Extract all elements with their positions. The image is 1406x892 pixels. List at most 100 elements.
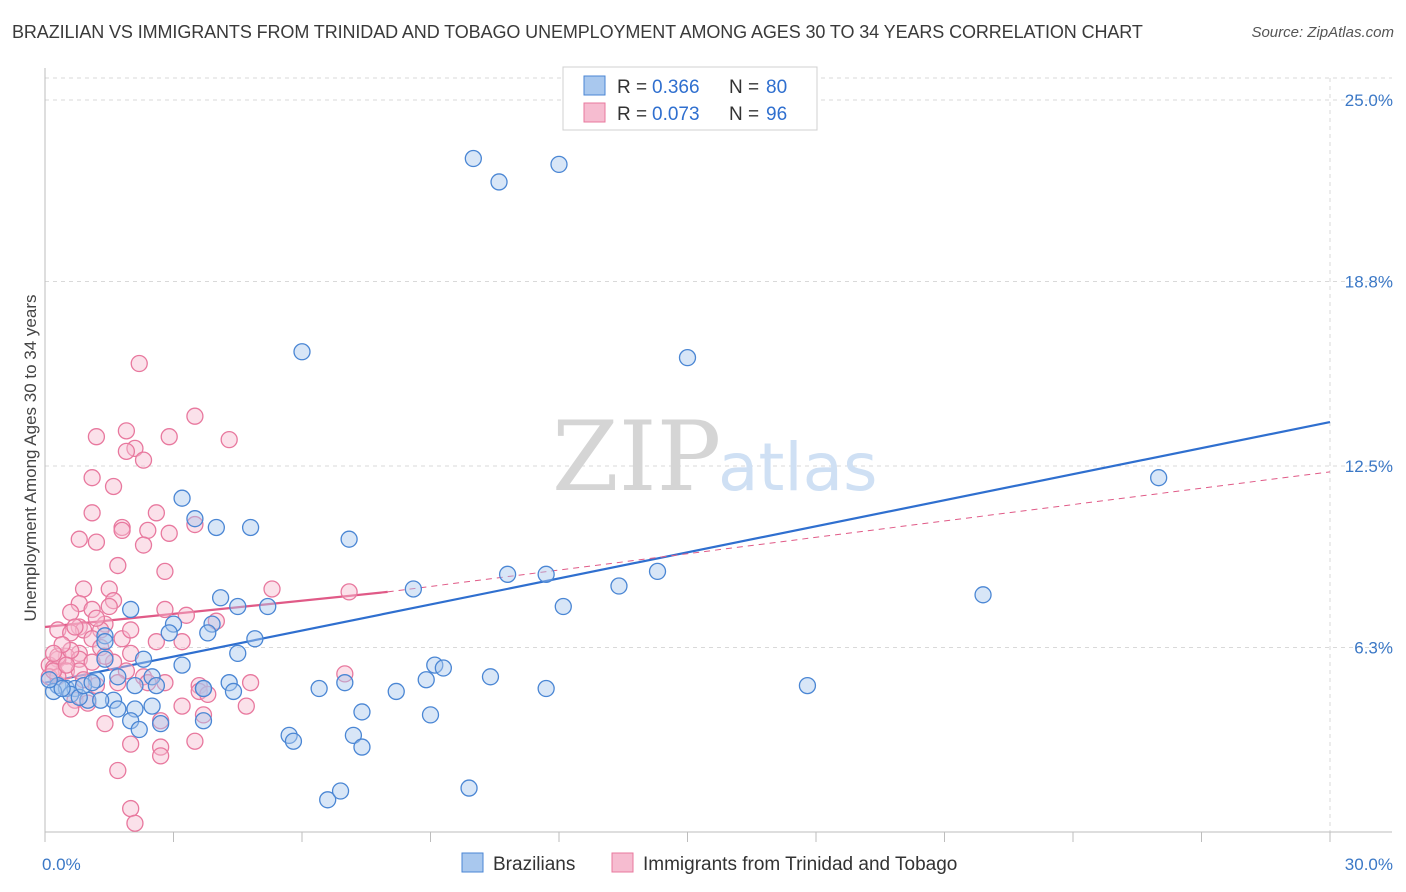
stats-legend-n-label: N = — [729, 104, 759, 125]
stats-legend-n-value: 96 — [766, 104, 787, 125]
trinidad-point — [134, 536, 153, 554]
trinidad-point — [147, 504, 166, 522]
watermark-zip: ZIP — [552, 401, 721, 513]
trinidad-point — [87, 533, 106, 551]
trinidad-point — [122, 621, 140, 639]
brazilians-point — [319, 791, 337, 809]
watermark-atlas: atlas — [718, 429, 878, 506]
trinidad-point — [147, 633, 166, 651]
trinidad-point — [70, 530, 88, 548]
brazilians-point — [96, 633, 114, 651]
brazilians-point — [293, 343, 311, 361]
trinidad-point — [134, 451, 153, 469]
trinidad-point — [109, 674, 127, 692]
brazilians-point — [122, 600, 140, 619]
stats-legend: R = 0.366 N = 80 R = 0.073 N = 96 — [562, 66, 818, 131]
brazilians-point — [229, 597, 247, 616]
brazilians-point — [104, 691, 123, 709]
y-tick-label: 12.5% — [1345, 457, 1393, 476]
y-tick-label: 25.0% — [1345, 91, 1393, 110]
trinidad-point — [177, 606, 196, 624]
brazilians-point — [151, 715, 170, 733]
brazilians-point — [550, 155, 568, 174]
source-label: Source: ZipAtlas.com — [1251, 24, 1394, 41]
brazilians-point — [648, 562, 667, 581]
brazilians-point — [160, 624, 178, 642]
trinidad-point — [104, 477, 123, 496]
brazilians-point — [109, 700, 127, 718]
trinidad-point — [220, 430, 238, 449]
trinidad-point — [100, 597, 118, 616]
trinidad-point — [83, 469, 101, 487]
watermark: ZIP atlas — [552, 401, 878, 513]
trinidad-point — [139, 521, 157, 540]
chart-title: BRAZILIAN VS IMMIGRANTS FROM TRINIDAD AN… — [12, 22, 1143, 42]
brazilians-point — [96, 650, 114, 668]
brazilians-point — [130, 720, 148, 739]
trinidad-point — [62, 603, 80, 622]
data-points — [40, 149, 1168, 832]
brazilians-point — [143, 697, 161, 715]
brazilians-point — [147, 676, 166, 695]
y-tick-label: 18.8% — [1345, 273, 1393, 292]
trinidad-point — [126, 814, 144, 832]
brazilians-point — [284, 732, 303, 750]
trinidad-point — [151, 747, 170, 765]
brazilians-point — [134, 650, 153, 668]
brazilians-point — [109, 668, 127, 686]
brazilians-point — [220, 674, 238, 692]
trinidad-point — [109, 761, 127, 780]
trinidad-point — [66, 618, 84, 636]
brazilians-point — [40, 671, 58, 689]
x-tick-label: 30.0% — [1345, 855, 1393, 874]
brazilians-point — [259, 597, 277, 616]
x-tick-label: 0.0% — [42, 855, 81, 874]
brazilians-point — [678, 348, 697, 367]
brazilians-point — [92, 691, 110, 709]
trinidad-point — [241, 674, 260, 692]
brazilians-point — [974, 586, 992, 604]
trinidad-point — [194, 706, 213, 724]
brazilians-point — [203, 615, 221, 633]
axes — [44, 68, 1392, 842]
brazilians-point — [421, 706, 440, 724]
trinidad-point — [87, 609, 106, 627]
brazilians-point — [173, 656, 191, 674]
stats-legend-r-value: 0.366 — [652, 77, 700, 98]
brazilians-point — [83, 674, 101, 692]
brazilians-point — [460, 779, 478, 797]
trinidad-point — [44, 644, 63, 663]
brazilians-point — [164, 615, 183, 633]
series-legend: Brazilians Immigrants from Trinidad and … — [461, 852, 957, 875]
brazilians-point — [331, 782, 350, 800]
series-legend-swatch-brazilians — [461, 852, 484, 873]
stats-legend-swatch-trinidad — [583, 102, 606, 123]
brazilians-point — [387, 682, 405, 701]
brazilians-point — [353, 738, 371, 756]
trinidad-point — [156, 562, 174, 581]
trinidad-point — [186, 515, 204, 534]
brazilians-point — [537, 565, 555, 583]
trinidad-point — [340, 583, 358, 601]
brazilians-point — [143, 668, 161, 686]
brazilians-point — [126, 676, 144, 695]
brazilians-point — [798, 676, 817, 695]
brazilians-point — [173, 489, 191, 507]
brazilians-point — [229, 644, 247, 663]
brazilians-point — [310, 679, 328, 698]
brazilians-point — [1150, 469, 1168, 487]
tick-labels: 6.3% 12.5% 18.8% 25.0% 0.0% 30.0% — [42, 91, 1393, 874]
trinidad-trend-line — [44, 590, 388, 629]
trinidad-point — [117, 442, 136, 460]
trinidad-point — [156, 600, 174, 619]
series-legend-label-brazilians: Brazilians — [493, 854, 575, 875]
trend-lines — [44, 420, 1331, 684]
trinidad-trend-extension — [387, 471, 1331, 593]
brazilians-point — [554, 597, 572, 616]
brazilians-point — [610, 577, 628, 595]
trinidad-point — [186, 407, 204, 425]
trinidad-point — [57, 656, 76, 674]
brazilians-point — [211, 589, 230, 607]
trinidad-point — [122, 735, 140, 753]
